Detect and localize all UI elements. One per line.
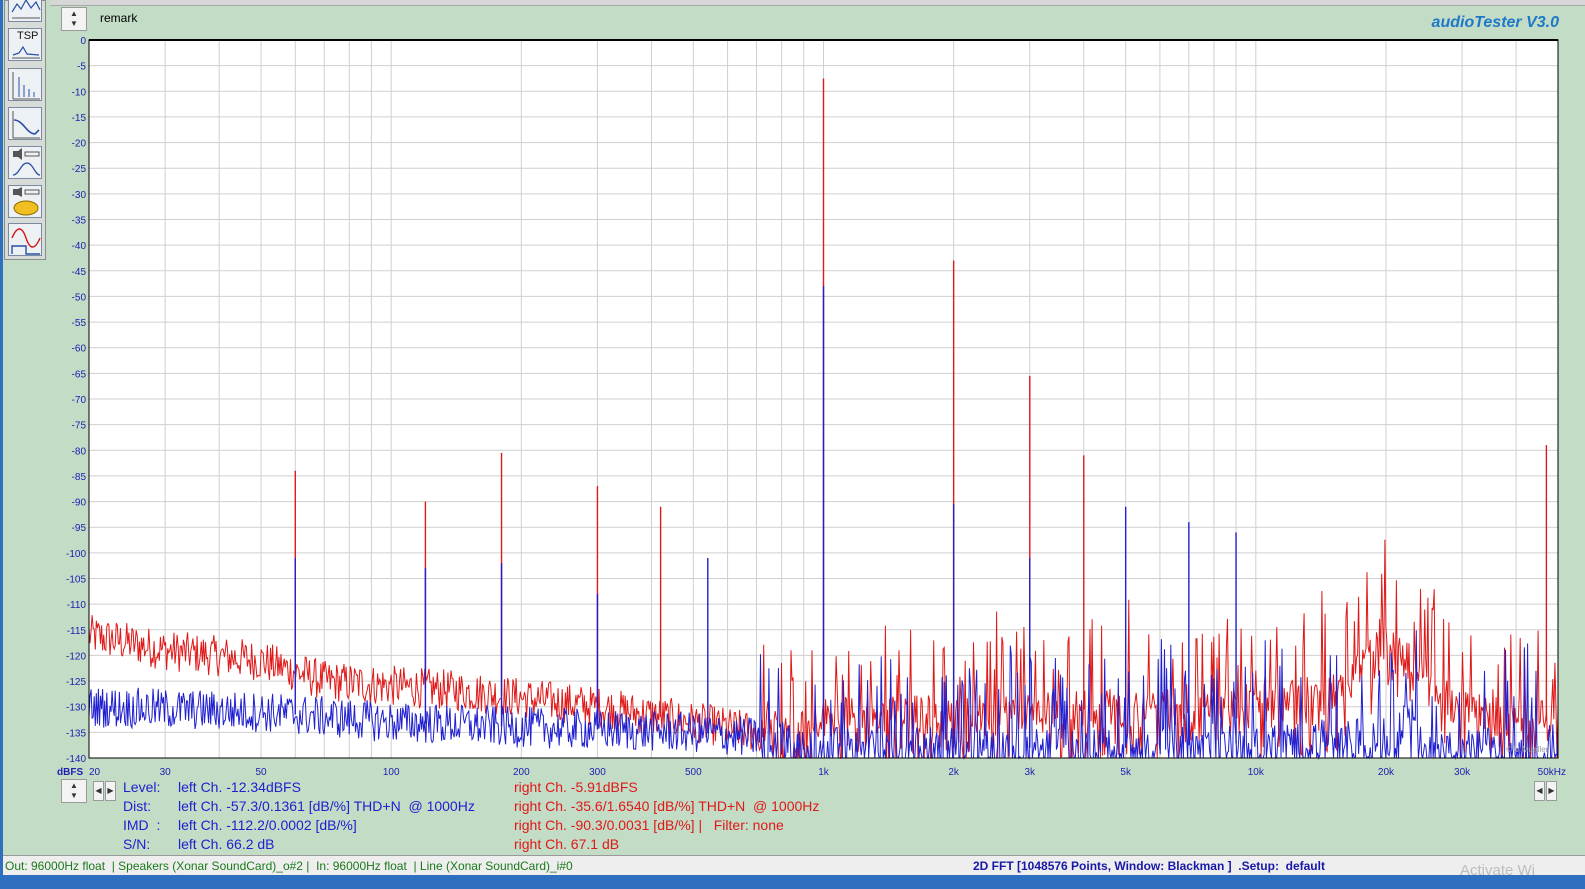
waveform-mode-button[interactable] — [8, 223, 42, 256]
y-tick-label: -25 — [72, 164, 87, 175]
y-tick-label: -75 — [72, 421, 87, 432]
zoom-right-button[interactable]: ▶ — [1546, 781, 1557, 801]
taskbar-strip — [0, 875, 1585, 889]
frequency-response-icon — [12, 111, 40, 139]
y-tick-label: -95 — [72, 523, 87, 534]
window-border — [0, 0, 3, 889]
y-tick-label: -130 — [66, 703, 86, 714]
y-tick-label: -90 — [72, 498, 87, 509]
y-tick-label: -80 — [72, 446, 87, 457]
y-tick-label: -85 — [72, 472, 87, 483]
spectrum-icon — [11, 0, 41, 19]
tsp-mode-button[interactable]: TSP — [8, 28, 42, 61]
x-tick-label: 3k — [1024, 767, 1036, 778]
tsp-label: TSP — [17, 30, 39, 42]
fft-peaks-icon — [12, 72, 40, 100]
y-tick-label: -115 — [67, 626, 87, 637]
y-unit-label: dBFS — [57, 767, 83, 778]
y-tick-label: -120 — [66, 651, 86, 662]
top-tab-strip — [50, 0, 1585, 6]
spectrum-mode-button[interactable] — [8, 0, 42, 22]
x-tick-label: 500 — [685, 767, 702, 778]
mode-toolbar: TSP — [4, 0, 46, 260]
x-tick-label: 2k — [948, 767, 960, 778]
app-title: audioTester V3.0 — [1431, 14, 1559, 31]
level-label: Level: — [123, 779, 161, 795]
x-tick-label: 100 — [383, 767, 400, 778]
remark-spinner[interactable]: ▲ ▼ — [61, 7, 87, 31]
x-axis-ticks: 20 30 50 100 200 300 500 1k 2k 3k 5k 10k 20k 30k 50kHz — [89, 767, 1566, 778]
sn-left-value: left Ch. 66.2 dB — [178, 836, 275, 852]
y-tick-label: -60 — [72, 344, 87, 355]
speaker-yellow-icon — [13, 187, 40, 216]
y-tick-label: -140 — [66, 754, 86, 765]
speaker-measure-button[interactable] — [8, 146, 42, 179]
waveform-icon — [11, 228, 41, 255]
x-tick-label: 10k — [1248, 767, 1265, 778]
dist-left-value: left Ch. -57.3/0.1361 [dB/%] THD+N @ 100… — [178, 798, 475, 814]
y-tick-label: -20 — [72, 139, 87, 150]
y-tick-label: -100 — [66, 549, 86, 560]
y-tick-label: -65 — [72, 369, 87, 380]
y-tick-label: -70 — [72, 395, 87, 406]
x-tick-label: 50kHz — [1538, 767, 1566, 778]
x-tick-label: 20k — [1378, 767, 1395, 778]
imd-label: IMD : — [123, 817, 161, 833]
y-tick-label: -55 — [72, 318, 87, 329]
dist-right-value: right Ch. -35.6/1.6540 [dB/%] THD+N @ 10… — [514, 798, 820, 814]
frequency-response-button[interactable] — [8, 107, 42, 140]
y-tick-label: -40 — [72, 241, 87, 252]
x-tick-label: 50 — [255, 767, 267, 778]
imd-right-value: right Ch. -90.3/0.0031 [dB/%] | Filter: … — [514, 817, 784, 833]
scroll-right-button[interactable]: ▶ — [105, 781, 116, 801]
imd-left-value: left Ch. -112.2/0.0002 [dB/%] — [178, 817, 357, 833]
series-blue — [88, 286, 1559, 760]
fft-mode-button[interactable] — [8, 68, 42, 101]
x-tick-label: 300 — [589, 767, 606, 778]
level-left-value: left Ch. -12.34dBFS — [178, 779, 301, 795]
x-tick-label: 30 — [160, 767, 172, 778]
x-tick-label: 5k — [1120, 767, 1132, 778]
series-layer — [88, 78, 1559, 760]
credit-label: © U.Mueller — [1506, 745, 1549, 754]
y-tick-label: -105 — [66, 575, 86, 586]
y-tick-label: 0 — [80, 36, 86, 47]
x-tick-label: 20 — [89, 767, 101, 778]
readout-spinner[interactable]: ▲ ▼ — [61, 779, 87, 803]
y-tick-label: -30 — [72, 190, 87, 201]
y-tick-label: -50 — [72, 292, 87, 303]
fft-status: 2D FFT [1048576 Points, Window: Blackman… — [973, 859, 1325, 873]
y-tick-label: -135 — [66, 728, 86, 739]
y-axis-ticks: 0 -5 -10 -15 -20 -25 -30 -35 -40 -45 -50 -55 -60 -65 -… — [66, 36, 86, 765]
speaker-yellow-button[interactable] — [8, 185, 42, 218]
zoom-left-button[interactable]: ◀ — [1534, 781, 1545, 801]
x-tick-label: 30k — [1454, 767, 1471, 778]
y-tick-label: -10 — [72, 87, 87, 98]
x-tick-label: 1k — [818, 767, 830, 778]
level-right-value: right Ch. -5.91dBFS — [514, 779, 638, 795]
y-tick-label: -45 — [72, 267, 87, 278]
io-status: Out: 96000Hz float | Speakers (Xonar Sou… — [5, 859, 573, 873]
y-tick-label: -5 — [77, 62, 86, 73]
y-tick-label: -110 — [67, 600, 87, 611]
y-tick-label: -125 — [66, 677, 86, 688]
sn-label: S/N: — [123, 836, 151, 852]
x-tick-label: 200 — [513, 767, 530, 778]
remark-label: remark — [100, 11, 138, 25]
dist-label: Dist: — [123, 798, 151, 814]
activation-watermark: Activate Wi — [1460, 862, 1536, 879]
speaker-measure-icon — [12, 148, 41, 176]
y-tick-label: -15 — [72, 113, 87, 124]
tsp-icon — [12, 45, 40, 59]
sn-right-value: right Ch. 67.1 dB — [514, 836, 620, 852]
y-tick-label: -35 — [72, 216, 87, 227]
status-bar: Out: 96000Hz float | Speakers (Xonar Sou… — [3, 855, 1585, 875]
scroll-left-button[interactable]: ◀ — [93, 781, 104, 801]
